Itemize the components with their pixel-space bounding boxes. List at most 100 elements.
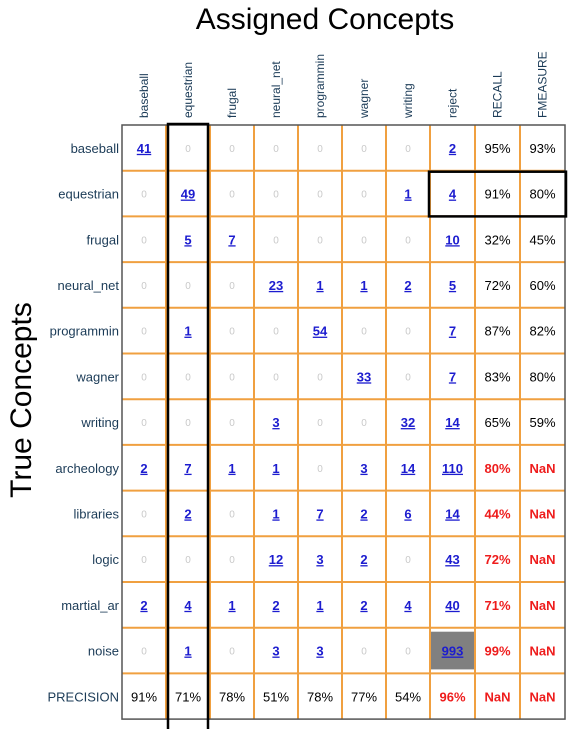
grid-border xyxy=(121,124,566,720)
cell-programmin-link[interactable]: 1 xyxy=(316,598,323,613)
column-highlight-box xyxy=(166,122,210,729)
cell-fmeasure: 93% xyxy=(529,141,555,156)
cell-frugal: 0 xyxy=(229,190,235,201)
row-label-frugal: frugal xyxy=(86,232,119,247)
cell-writing-link[interactable]: 2 xyxy=(404,278,411,293)
cell-reject-link[interactable]: 43 xyxy=(445,552,459,567)
cell-frugal: 0 xyxy=(229,509,235,520)
cell-equestrian-link[interactable]: 1 xyxy=(184,644,191,659)
cell-wagner-link[interactable]: 1 xyxy=(360,278,367,293)
cell-programmin: 0 xyxy=(317,190,323,201)
cell-reject-link[interactable]: 5 xyxy=(449,278,456,293)
cell-programmin-link[interactable]: 1 xyxy=(316,278,323,293)
cell-reject-link[interactable]: 110 xyxy=(442,461,463,476)
precision-cell-recall: NaN xyxy=(484,689,510,704)
cell-frugal: 0 xyxy=(229,144,235,155)
cell-writing: 0 xyxy=(405,235,411,246)
row-label-martial-ar: martial_ar xyxy=(61,598,119,613)
cell-programmin-link[interactable]: 3 xyxy=(316,552,323,567)
cell-neural-net-link[interactable]: 1 xyxy=(272,461,279,476)
cell-wagner-link[interactable]: 2 xyxy=(360,552,367,567)
cell-programmin-link[interactable]: 7 xyxy=(316,506,323,521)
cell-recall: 32% xyxy=(484,232,510,247)
cell-baseball: 0 xyxy=(141,327,147,338)
cell-baseball-link[interactable]: 2 xyxy=(140,461,147,476)
cell-baseball: 0 xyxy=(141,555,147,566)
cell-recall: 91% xyxy=(484,187,510,202)
cell-neural-net-link[interactable]: 3 xyxy=(272,415,279,430)
cell-fmeasure: NaN xyxy=(529,644,555,659)
cell-writing-link[interactable]: 1 xyxy=(404,187,411,202)
cell-wagner: 0 xyxy=(361,418,367,429)
cell-frugal-link[interactable]: 7 xyxy=(228,232,235,247)
cell-baseball: 0 xyxy=(141,372,147,383)
cell-recall: 87% xyxy=(484,324,510,339)
cell-wagner-link[interactable]: 33 xyxy=(357,369,371,384)
cell-writing: 0 xyxy=(405,144,411,155)
cell-reject-link[interactable]: 7 xyxy=(449,324,456,339)
cell-neural-net-link[interactable]: 1 xyxy=(272,506,279,521)
cell-programmin: 0 xyxy=(317,418,323,429)
cell-programmin-link[interactable]: 3 xyxy=(316,644,323,659)
cell-writing-link[interactable]: 32 xyxy=(401,415,415,430)
cell-reject-link[interactable]: 7 xyxy=(449,369,456,384)
row-label-wagner: wagner xyxy=(75,369,119,384)
column-header-writing: writing xyxy=(401,83,415,119)
cell-equestrian-link[interactable]: 1 xyxy=(184,324,191,339)
cell-equestrian-link[interactable]: 5 xyxy=(184,232,191,247)
cell-neural-net-link[interactable]: 2 xyxy=(272,598,279,613)
cell-equestrian-link[interactable]: 7 xyxy=(184,461,191,476)
precision-cell-writing: 54% xyxy=(395,689,421,704)
cell-wagner-link[interactable]: 2 xyxy=(360,506,367,521)
cell-writing-link[interactable]: 14 xyxy=(401,461,416,476)
cell-neural-net-link[interactable]: 3 xyxy=(272,644,279,659)
cell-wagner: 0 xyxy=(361,327,367,338)
cell-wagner: 0 xyxy=(361,190,367,201)
cell-frugal-link[interactable]: 1 xyxy=(228,461,235,476)
cell-equestrian-link[interactable]: 4 xyxy=(184,598,192,613)
cell-reject-link[interactable]: 40 xyxy=(445,598,459,613)
cell-neural-net: 0 xyxy=(273,327,279,338)
cell-frugal-link[interactable]: 1 xyxy=(228,598,235,613)
row-label-equestrian: equestrian xyxy=(58,187,119,202)
cell-reject-link[interactable]: 14 xyxy=(445,415,460,430)
row-label-writing: writing xyxy=(80,415,119,430)
cell-neural-net-link[interactable]: 23 xyxy=(269,278,283,293)
cell-reject-link[interactable]: 4 xyxy=(449,187,457,202)
precision-cell-reject: 96% xyxy=(439,689,465,704)
cell-frugal: 0 xyxy=(229,555,235,566)
cell-writing-link[interactable]: 6 xyxy=(404,506,411,521)
cell-baseball: 0 xyxy=(141,235,147,246)
cell-baseball-link[interactable]: 2 xyxy=(140,598,147,613)
cell-baseball: 0 xyxy=(141,418,147,429)
cell-frugal: 0 xyxy=(229,647,235,658)
cell-fmeasure: NaN xyxy=(529,598,555,613)
cell-baseball-link[interactable]: 41 xyxy=(137,141,151,156)
cell-frugal: 0 xyxy=(229,418,235,429)
precision-cell-neural-net: 51% xyxy=(263,689,289,704)
cell-writing-link[interactable]: 4 xyxy=(404,598,412,613)
cell-programmin-link[interactable]: 54 xyxy=(313,324,328,339)
cell-equestrian-link[interactable]: 49 xyxy=(181,187,195,202)
cell-frugal: 0 xyxy=(229,327,235,338)
cell-equestrian-link[interactable]: 2 xyxy=(184,506,191,521)
cell-wagner-link[interactable]: 2 xyxy=(360,598,367,613)
cell-reject-link[interactable]: 10 xyxy=(445,232,459,247)
cell-programmin: 0 xyxy=(317,144,323,155)
cell-reject-link[interactable]: 2 xyxy=(449,141,456,156)
cell-reject-link[interactable]: 14 xyxy=(445,506,460,521)
precision-cell-equestrian: 71% xyxy=(175,689,201,704)
cell-neural-net-link[interactable]: 12 xyxy=(269,552,283,567)
row-highlight-box xyxy=(427,170,568,218)
cell-reject-link[interactable]: 993 xyxy=(442,644,464,659)
cell-wagner-link[interactable]: 3 xyxy=(360,461,367,476)
row-label-programmin: programmin xyxy=(50,324,119,339)
cell-baseball: 0 xyxy=(141,190,147,201)
shaded-cell xyxy=(431,631,474,670)
cell-baseball: 0 xyxy=(141,647,147,658)
cell-fmeasure: 59% xyxy=(529,415,555,430)
chart-title: Assigned Concepts xyxy=(195,3,455,36)
column-header-recall: RECALL xyxy=(491,71,505,118)
column-header-neural-net: neural_net xyxy=(269,61,283,118)
cell-recall: 80% xyxy=(484,461,510,476)
